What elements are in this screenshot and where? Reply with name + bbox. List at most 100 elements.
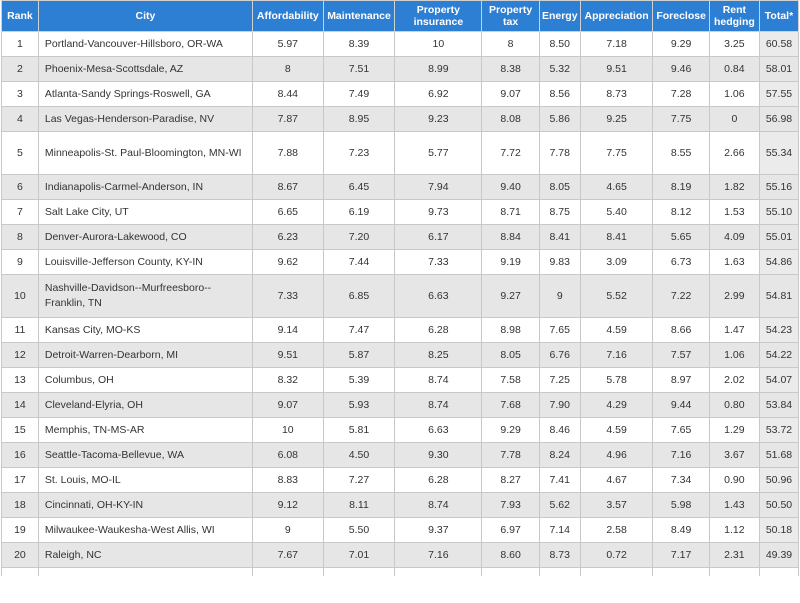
property-insurance-cell: 8.74 — [394, 392, 483, 418]
appreciation-cell: 0.72 — [579, 542, 654, 568]
property-insurance-cell: 6.17 — [394, 224, 483, 250]
table-row: 17 St. Louis, MO-IL 8.83 7.27 6.28 8.27 7.41 4.… — [1, 467, 800, 493]
appreciation-cell: 2.58 — [579, 517, 654, 543]
property-insurance-cell: 10 — [394, 31, 483, 57]
energy-cell: 7.90 — [538, 392, 581, 418]
property-tax-cell: 8 — [481, 31, 540, 57]
appreciation-cell: 4.59 — [579, 317, 654, 343]
empty-cell — [652, 567, 710, 576]
total-cell: 54.23 — [758, 317, 800, 343]
property-tax-cell: 8.60 — [481, 542, 540, 568]
table-row: 2 Phoenix-Mesa-Scottsdale, AZ 8 7.51 8.99 8.3… — [1, 56, 800, 82]
city-cell: Raleigh, NC — [37, 542, 253, 568]
property-insurance-cell: 6.28 — [394, 317, 483, 343]
table-row: 9 Louisville-Jefferson County, KY-IN 9.62 7… — [1, 249, 800, 275]
property-insurance-cell: 7.16 — [394, 542, 483, 568]
maintenance-cell: 8.39 — [322, 31, 396, 57]
affordability-cell: 8.67 — [251, 174, 324, 200]
rank-cell: 12 — [1, 342, 39, 368]
energy-cell: 5.32 — [538, 56, 581, 82]
city-cell: Las Vegas-Henderson-Paradise, NV — [37, 106, 253, 132]
property-tax-cell: 8.98 — [481, 317, 540, 343]
city-cell: Portland-Vancouver-Hillsboro, OR-WA — [37, 31, 253, 57]
rank-cell: 4 — [1, 106, 39, 132]
rent-hedging-cell: 2.66 — [708, 131, 760, 175]
table-row: 13 Columbus, OH 8.32 5.39 8.74 7.58 7.25 5.78 8.… — [1, 367, 800, 393]
rank-cell: 14 — [1, 392, 39, 418]
maintenance-cell: 5.39 — [322, 367, 396, 393]
city-cell: Atlanta-Sandy Springs-Roswell, GA — [37, 81, 253, 107]
property-tax-cell: 7.78 — [481, 442, 540, 468]
rank-cell: 18 — [1, 492, 39, 518]
table-row: 18 Cincinnati, OH-KY-IN 9.12 8.11 8.74 7.93 5.… — [1, 492, 800, 518]
property-tax-cell: 6.97 — [481, 517, 540, 543]
maintenance-cell: 5.81 — [322, 417, 396, 443]
city-cell: Salt Lake City, UT — [37, 199, 253, 225]
energy-cell: 9.83 — [538, 249, 581, 275]
rent-hedging-cell: 1.06 — [708, 81, 760, 107]
property-tax-cell: 8.05 — [481, 342, 540, 368]
rent-hedging-cell: 0.90 — [708, 467, 760, 493]
city-cell: Indianapolis-Carmel-Anderson, IN — [37, 174, 253, 200]
energy-cell: 7.25 — [538, 367, 581, 393]
rent-hedging-cell: 1.43 — [708, 492, 760, 518]
total-cell: 50.18 — [758, 517, 800, 543]
total-cell: 54.86 — [758, 249, 800, 275]
appreciation-cell: 9.51 — [579, 56, 654, 82]
header-city: City — [37, 0, 253, 32]
total-cell: 50.96 — [758, 467, 800, 493]
total-cell: 55.16 — [758, 174, 800, 200]
property-insurance-cell: 6.28 — [394, 467, 483, 493]
maintenance-cell: 7.23 — [322, 131, 396, 175]
table-row: 1 Portland-Vancouver-Hillsboro, OR-WA 5.97… — [1, 31, 800, 57]
header-appreciation: Appreciation — [579, 0, 654, 32]
rent-hedging-cell: 1.47 — [708, 317, 760, 343]
maintenance-cell: 8.11 — [322, 492, 396, 518]
energy-cell: 8.73 — [538, 542, 581, 568]
empty-cell — [394, 567, 483, 576]
maintenance-cell: 6.45 — [322, 174, 396, 200]
affordability-cell: 10 — [251, 417, 324, 443]
foreclose-cell: 7.17 — [652, 542, 710, 568]
foreclose-cell: 7.65 — [652, 417, 710, 443]
foreclose-cell: 9.46 — [652, 56, 710, 82]
energy-cell: 7.41 — [538, 467, 581, 493]
foreclose-cell: 8.49 — [652, 517, 710, 543]
energy-cell: 5.62 — [538, 492, 581, 518]
table-row-cut-off — [1, 567, 800, 576]
property-tax-cell: 9.19 — [481, 249, 540, 275]
property-tax-cell: 9.27 — [481, 274, 540, 318]
foreclose-cell: 6.73 — [652, 249, 710, 275]
city-cell: Cleveland-Elyria, OH — [37, 392, 253, 418]
empty-cell — [1, 567, 39, 576]
foreclose-cell: 9.44 — [652, 392, 710, 418]
appreciation-cell: 4.96 — [579, 442, 654, 468]
property-tax-cell: 7.93 — [481, 492, 540, 518]
energy-cell: 6.76 — [538, 342, 581, 368]
property-tax-cell: 9.29 — [481, 417, 540, 443]
rank-cell: 20 — [1, 542, 39, 568]
affordability-cell: 7.88 — [251, 131, 324, 175]
rank-cell: 17 — [1, 467, 39, 493]
table-row: 6 Indianapolis-Carmel-Anderson, IN 8.67 6.4… — [1, 174, 800, 200]
total-cell: 55.01 — [758, 224, 800, 250]
property-insurance-cell: 9.37 — [394, 517, 483, 543]
total-cell: 49.39 — [758, 542, 800, 568]
table-row: 16 Seattle-Tacoma-Bellevue, WA 6.08 4.50 9.3… — [1, 442, 800, 468]
empty-cell — [37, 567, 253, 576]
property-insurance-cell: 9.30 — [394, 442, 483, 468]
affordability-cell: 5.97 — [251, 31, 324, 57]
energy-cell: 7.65 — [538, 317, 581, 343]
city-cell: St. Louis, MO-IL — [37, 467, 253, 493]
affordability-cell: 7.87 — [251, 106, 324, 132]
rank-cell: 6 — [1, 174, 39, 200]
table-row: 12 Detroit-Warren-Dearborn, MI 9.51 5.87 8.2… — [1, 342, 800, 368]
rankings-table: Rank City Affordability Maintenance Prop… — [1, 0, 800, 576]
rank-cell: 7 — [1, 199, 39, 225]
energy-cell: 8.46 — [538, 417, 581, 443]
maintenance-cell: 6.19 — [322, 199, 396, 225]
header-property-tax: Property tax — [481, 0, 540, 32]
energy-cell: 8.56 — [538, 81, 581, 107]
maintenance-cell: 5.93 — [322, 392, 396, 418]
appreciation-cell: 4.65 — [579, 174, 654, 200]
